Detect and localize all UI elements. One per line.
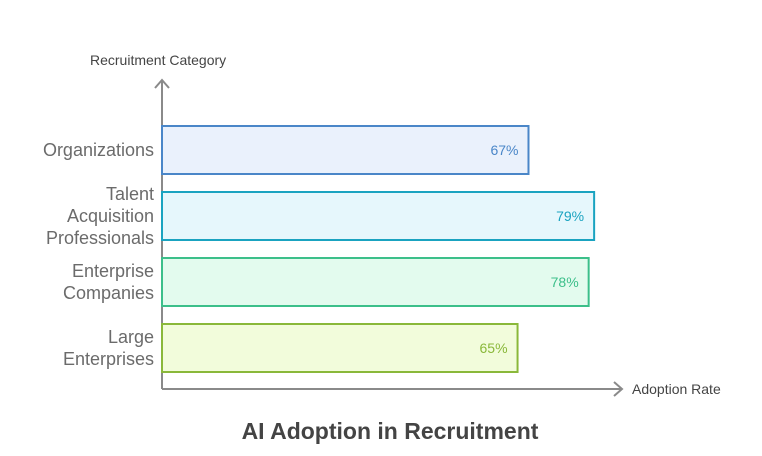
category-label: Enterprise Companies	[62, 261, 154, 303]
category-label: Large Enterprises	[62, 327, 154, 369]
x-axis-label: Adoption Rate	[632, 381, 721, 397]
y-axis-label: Recruitment Category	[90, 52, 227, 68]
value-label: 78%	[551, 274, 579, 290]
bar	[161, 125, 530, 175]
bar	[161, 323, 519, 373]
y-arrow	[154, 78, 170, 89]
value-label: 79%	[556, 208, 584, 224]
bar	[161, 191, 596, 241]
category-label: Talent Acquisition Professionals	[45, 184, 154, 248]
category-label: Organizations	[42, 140, 154, 160]
bar	[161, 257, 590, 307]
value-label: 67%	[490, 142, 518, 158]
x-arrow	[613, 381, 624, 397]
chart-title: AI Adoption in Recruitment	[241, 418, 539, 444]
value-label: 65%	[480, 340, 508, 356]
